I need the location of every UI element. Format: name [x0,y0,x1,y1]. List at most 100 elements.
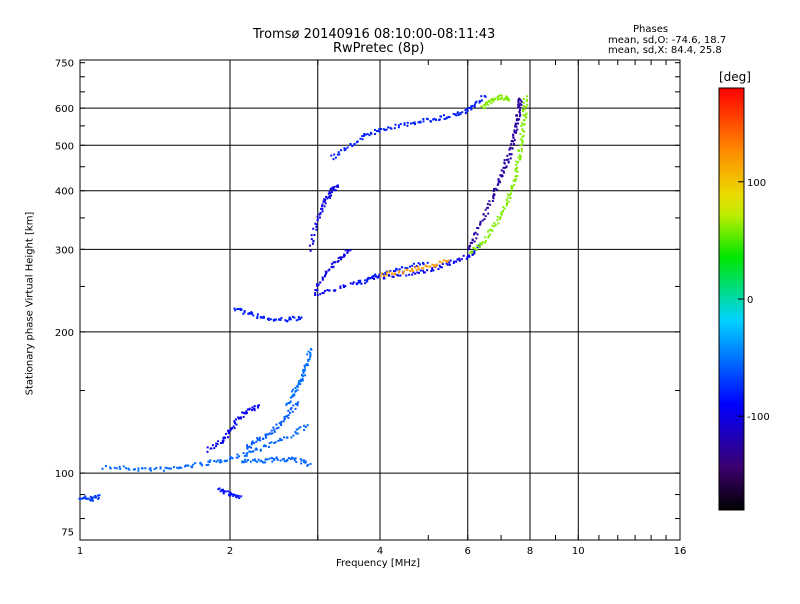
data-point [324,202,327,205]
data-point [221,488,224,491]
data-point [295,432,298,435]
data-point [192,463,195,466]
data-point [243,311,246,314]
data-point [520,148,523,151]
data-point [517,99,520,102]
data-point [322,292,325,295]
data-point [148,468,151,471]
data-point [518,154,521,157]
data-point [479,223,482,226]
data-point [477,227,480,230]
data-point [267,318,270,321]
data-point [299,458,302,461]
data-point [275,427,278,430]
data-point [334,289,337,292]
data-point [522,98,525,101]
data-point [492,194,495,197]
data-point [521,110,524,113]
data-point [300,373,303,376]
data-point [416,271,419,274]
data-point [223,459,226,462]
data-point [374,274,377,277]
data-point [503,171,506,174]
data-point [523,123,526,126]
data-point [341,256,344,259]
data-point [245,454,248,457]
data-point [223,436,226,439]
data-point [374,128,377,131]
data-point [484,215,487,218]
data-point [500,97,503,100]
data-point [280,424,283,427]
data-point [300,316,303,319]
data-point [244,458,247,461]
data-point [311,242,314,245]
data-point [499,174,502,177]
data-point [486,203,489,206]
data-point [421,267,424,270]
data-point [478,101,481,104]
data-point [84,495,87,498]
phase-heading: Phases [633,24,669,35]
data-point [384,273,387,276]
data-point [524,113,527,116]
data-point [285,436,288,439]
data-point [493,193,496,196]
data-point [424,264,427,267]
data-point [270,429,273,432]
data-point [137,469,140,472]
data-point [393,272,396,275]
data-point [519,157,522,160]
data-point [272,426,275,429]
data-point [290,436,293,439]
data-point [298,380,301,383]
data-point [283,416,286,419]
data-point [292,404,295,407]
data-point [408,273,411,276]
data-point [519,133,522,136]
data-point [417,268,420,271]
data-point [302,459,305,462]
data-point [496,215,499,218]
data-point [342,286,345,289]
data-point [518,98,521,101]
data-point [276,458,279,461]
data-point [200,463,203,466]
data-point [318,213,321,216]
data-point [213,459,216,462]
data-point [397,274,400,277]
data-point [492,189,495,192]
data-point [314,289,317,292]
data-point [448,263,451,266]
data-point [497,182,500,185]
data-point [233,427,236,430]
data-point [396,273,399,276]
data-point [445,262,448,265]
data-point [289,318,292,321]
data-point [306,353,309,356]
data-point [490,98,493,101]
data-point [384,271,387,274]
data-point [379,274,382,277]
data-point [471,238,474,241]
data-point [509,146,512,149]
data-point [134,468,137,471]
data-point [119,467,122,470]
data-point [316,294,319,297]
data-point [322,200,325,203]
data-point [80,497,83,500]
data-point [486,101,489,104]
data-point [252,314,255,317]
data-point [406,267,409,270]
data-point [294,407,297,410]
data-point [385,128,388,131]
data-point [517,149,520,152]
data-point [220,460,223,463]
data-point [344,249,347,252]
data-point [512,179,515,182]
data-point [367,276,370,279]
data-point [500,94,503,97]
data-point [304,374,307,377]
data-point [372,275,375,278]
